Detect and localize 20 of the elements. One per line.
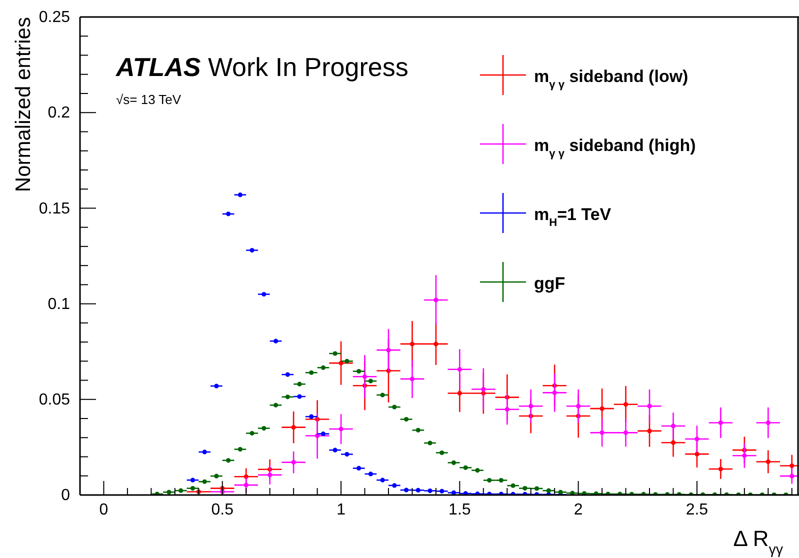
y-tick-label: 0.2	[48, 104, 70, 122]
x-tick-label: 2.5	[686, 501, 708, 518]
y-tick-label: 0.1	[48, 296, 70, 313]
legend-label: m$_{γ γ}$ sideband (low)	[534, 67, 688, 91]
annotation: ATLAS Work In Progress	[115, 52, 408, 82]
y-tick-label: 0.15	[38, 200, 70, 218]
legend-label: m$_{γ γ}$ sideband (high)	[534, 136, 696, 160]
y-tick-label: 0.05	[38, 392, 70, 409]
x-axis-title: Δ R$_{γγ}$	[733, 526, 784, 558]
x-tick-label: 2	[574, 501, 583, 518]
x-tick-label: 1.5	[448, 501, 471, 518]
y-axis-title: Normalized entries	[12, 17, 35, 192]
y-tick-label: 0.25	[38, 9, 70, 26]
x-tick-label: 1	[336, 501, 346, 518]
annotation: √s= 13 TeV	[116, 92, 182, 107]
x-tick-label: 0	[99, 501, 108, 518]
legend-label: m$_{H}$=1 TeV	[534, 205, 612, 229]
x-tick-label: 0.5	[211, 501, 234, 518]
legend-label: ggF	[534, 274, 566, 293]
y-tick-label: 0	[61, 487, 70, 504]
